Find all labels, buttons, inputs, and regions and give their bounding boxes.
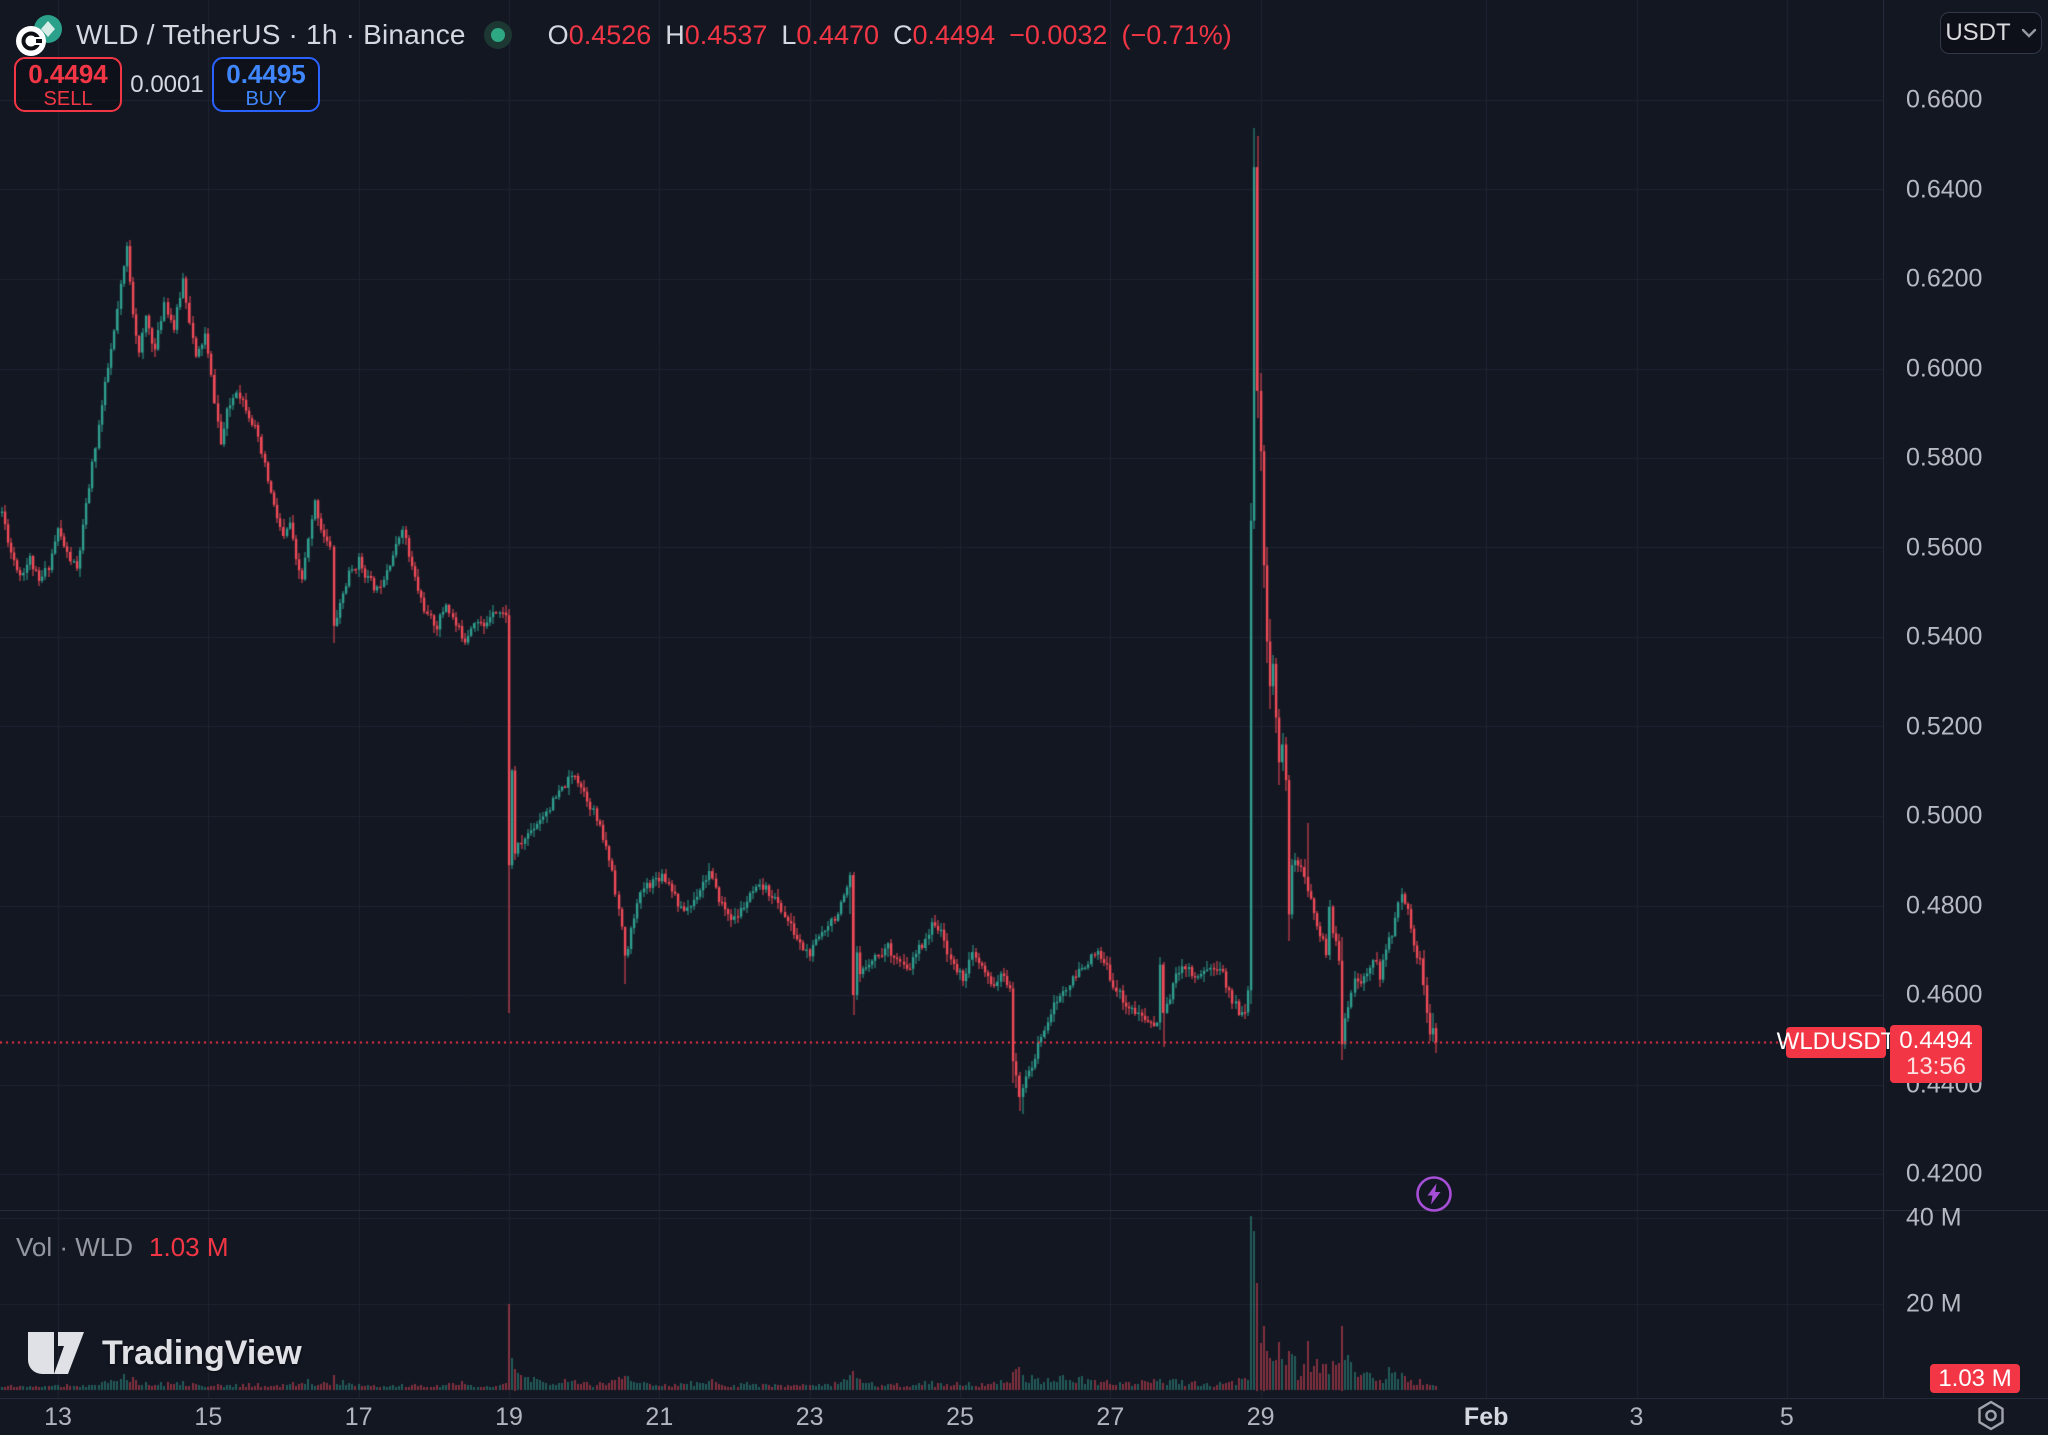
tradingview-watermark-text: TradingView (102, 1333, 302, 1372)
time-axis-label: 29 (1246, 1403, 1275, 1431)
time-axis-label: 21 (645, 1403, 674, 1431)
sell-label: SELL (43, 87, 93, 110)
time-axis-label: 27 (1096, 1403, 1125, 1431)
lightning-icon (1416, 1176, 1452, 1212)
tradingview-watermark: TradingView (26, 1330, 302, 1376)
ohlc-high-value: 0.4537 (684, 19, 768, 50)
buy-label: BUY (245, 87, 287, 110)
last-price-tag: 0.4494 13:56 (1890, 1025, 1982, 1084)
last-price-time: 13:56 (1905, 1053, 1967, 1081)
pane-separator[interactable] (0, 1210, 2048, 1211)
change-value: −0.0032 (1009, 19, 1108, 50)
price-axis-label: 0.4200 (1906, 1159, 1983, 1188)
price-axis-separator (1883, 0, 1884, 1398)
volume-legend-value: 1.03 M (149, 1232, 229, 1262)
buy-button[interactable]: 0.4495 BUY (212, 57, 320, 112)
time-axis-label: 5 (1779, 1403, 1794, 1431)
tradingview-logo-icon (28, 1332, 84, 1374)
time-axis-label: Feb (1463, 1403, 1509, 1431)
ohlc-low-value: 0.4470 (796, 19, 879, 50)
time-axis-label: 17 (344, 1403, 373, 1431)
ohlc-close-label: C (893, 19, 913, 50)
spread-value: 0.0001 (130, 70, 204, 98)
currency-label: USDT (1945, 19, 2011, 46)
price-axis-label: 0.4800 (1906, 891, 1983, 919)
sell-button[interactable]: 0.4494 SELL (14, 57, 122, 112)
time-axis-label: 23 (795, 1403, 824, 1431)
price-axis-label: 0.6400 (1906, 175, 1983, 203)
last-price-value: 0.4494 (1899, 1027, 1973, 1055)
ohlc-close-value: 0.4494 (912, 19, 996, 50)
change-percent: (−0.71%) (1121, 19, 1232, 50)
pair-logo-icon (14, 10, 66, 60)
currency-dropdown-button[interactable]: USDT (1940, 12, 2042, 54)
time-axis-label: 3 (1629, 1403, 1644, 1431)
ohlc-low-label: L (781, 19, 797, 50)
volume-legend-label: Vol · WLD (16, 1232, 134, 1262)
volume-axis-label: 20 M (1906, 1289, 1962, 1318)
ohlc-values: O 0.4526 H 0.4537 L 0.4470 C 0.4494 −0.0032 … (534, 20, 1232, 51)
time-axis-separator (0, 1398, 2048, 1399)
buy-price: 0.4495 (226, 58, 306, 89)
trade-buttons-row: 0.4494 SELL 0.0001 0.4495 BUY (14, 57, 320, 112)
time-axis-label: 19 (495, 1403, 523, 1431)
time-axis-label: 25 (946, 1403, 974, 1431)
price-axis-label: 0.6200 (1906, 264, 1983, 293)
last-volume-tag: 1.03 M (1930, 1364, 2020, 1393)
axis-settings-button[interactable] (1972, 1398, 2010, 1434)
price-axis-label: 0.4600 (1906, 980, 1983, 1009)
price-axis-label: 0.6600 (1906, 85, 1983, 114)
time-axis-label: 13 (44, 1403, 72, 1431)
price-axis-label: 0.5000 (1906, 801, 1983, 830)
symbol-title[interactable]: WLD / TetherUS · 1h · Binance (76, 19, 466, 50)
volume-axis-label: 40 M (1906, 1203, 1962, 1232)
ohlc-open-value: 0.4526 (568, 19, 652, 50)
last-price-symbol-tag: WLDUSDT (1777, 1026, 1895, 1058)
market-status-icon (483, 21, 512, 49)
gear-icon (1978, 1400, 2004, 1431)
price-axis-label: 0.5200 (1906, 712, 1983, 740)
ohlc-high-label: H (665, 19, 685, 50)
price-axis-label: 0.5800 (1906, 443, 1983, 472)
ohlc-open-label: O (547, 19, 569, 50)
time-axis-label: 15 (194, 1403, 223, 1431)
sell-price: 0.4494 (28, 58, 108, 89)
chevron-down-icon (2021, 28, 2036, 38)
boost-button[interactable] (1414, 1174, 1454, 1214)
price-axis-label: 0.6000 (1906, 354, 1983, 382)
volume-legend: Vol · WLD 1.03 M (16, 1232, 229, 1263)
price-axis-label: 0.5600 (1906, 533, 1983, 561)
price-axis-label: 0.5400 (1906, 622, 1983, 651)
